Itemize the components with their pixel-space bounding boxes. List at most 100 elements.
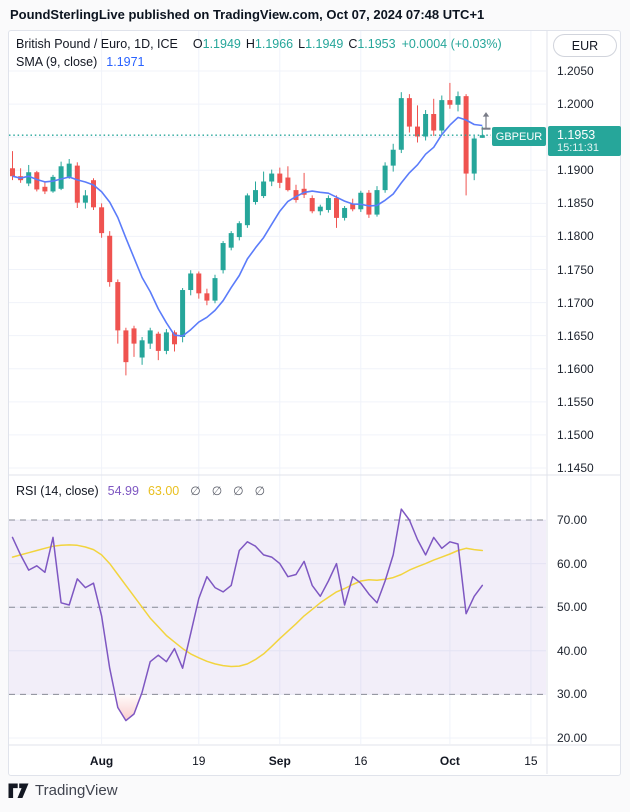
candle-body <box>220 243 226 271</box>
candle-body <box>10 168 15 177</box>
candle-body <box>66 163 72 177</box>
low-value: 1.1949 <box>305 37 344 51</box>
candle-body <box>91 180 96 208</box>
time-axis-label: Sep <box>268 754 291 768</box>
candle-body <box>155 333 161 351</box>
rsi-value: 54.99 <box>107 484 139 498</box>
candle-body <box>423 114 429 137</box>
candle-body <box>285 177 291 191</box>
candle-body <box>479 135 485 138</box>
change-value: +0.0004 (+0.03%) <box>401 37 502 51</box>
candle-body <box>228 233 234 248</box>
candle-body <box>188 273 194 291</box>
rsi-axis-label: 40.00 <box>557 643 588 658</box>
rsi-line <box>11 508 484 722</box>
candle-body <box>342 207 348 218</box>
candle-body <box>415 126 420 137</box>
candle-body <box>139 340 145 358</box>
empty-set-icon: ∅ <box>211 484 223 498</box>
price-axis-label: 1.2000 <box>557 97 594 112</box>
close-label: C <box>348 37 358 51</box>
candle-body <box>269 173 275 182</box>
currency-unit-button[interactable]: EUR <box>553 34 617 57</box>
candle-body <box>382 165 388 191</box>
candle-body <box>447 100 453 105</box>
sma-label: SMA (9, close) <box>16 55 98 69</box>
rsi-axis-label: 60.00 <box>557 556 588 571</box>
candle-body <box>204 293 210 301</box>
candle-body <box>358 192 364 210</box>
candle-body <box>42 186 48 192</box>
candle-body <box>99 207 105 234</box>
candle-body <box>390 149 396 166</box>
candle-body <box>131 328 137 344</box>
symbol-legend-row: British Pound / Euro, 1D, ICE O1.1949 H1.1… <box>16 37 502 51</box>
candle-body <box>34 172 40 190</box>
candle-body <box>58 166 64 189</box>
rsi-axis-label: 50.00 <box>557 600 588 615</box>
candle-body <box>261 181 267 197</box>
candle-body <box>212 278 218 301</box>
rsi-axis-label: 30.00 <box>557 687 588 702</box>
sma-line <box>12 116 483 337</box>
candle-body <box>26 172 32 184</box>
candle-body <box>107 235 113 283</box>
price-axis-label: 1.1600 <box>557 361 594 376</box>
pane-separators <box>9 31 620 774</box>
rsi-ma-line <box>11 544 484 668</box>
open-label: O <box>192 37 203 51</box>
candle-body <box>180 290 186 338</box>
currency-unit-label: EUR <box>571 38 599 53</box>
last-price-badge: 1.1953 15:11:31 <box>548 126 621 156</box>
candle-body <box>406 98 412 127</box>
candles <box>10 82 485 376</box>
price-pane-canvas[interactable] <box>9 31 546 474</box>
rsi-legend-row: RSI (14, close) 54.99 63.00 ∅ ∅ ∅ ∅ <box>16 484 265 498</box>
price-axis-label: 1.1450 <box>557 461 594 476</box>
empty-set-icon: ∅ <box>233 484 244 498</box>
time-axis-label: 16 <box>354 754 368 768</box>
price-axis-label: 1.1900 <box>557 163 594 178</box>
candle-body <box>196 273 202 294</box>
price-axis-label: 1.1750 <box>557 262 594 277</box>
candle-body <box>309 198 315 212</box>
close-value: 1.1953 <box>357 37 396 51</box>
low-label: L <box>298 37 306 51</box>
candle-body <box>147 330 153 344</box>
price-line-symbol-badge: GBPEUR <box>492 127 546 146</box>
price-axis-label: 1.1550 <box>557 394 594 409</box>
sma-value: 1.1971 <box>106 55 145 69</box>
tradingview-logo-icon <box>8 783 29 798</box>
price-line-handle-icon[interactable] <box>481 112 491 130</box>
candle-body <box>277 173 283 183</box>
price-axis-label: 1.2050 <box>557 64 594 78</box>
price-axis-label: 1.1800 <box>557 229 594 244</box>
rsi-pane-canvas[interactable] <box>9 476 546 744</box>
candle-body <box>123 330 129 363</box>
time-axis-label: 19 <box>192 754 206 768</box>
candle-body <box>325 198 331 210</box>
candle-body <box>334 198 339 218</box>
time-axis-label: Oct <box>439 754 460 768</box>
candle-body <box>455 96 461 105</box>
candle-body <box>374 190 380 215</box>
price-axis-label: 1.1500 <box>557 427 594 442</box>
empty-set-icon: ∅ <box>254 484 266 498</box>
open-value: 1.1949 <box>202 37 241 51</box>
candle-body <box>253 190 258 203</box>
tradingview-attribution[interactable]: TradingView <box>8 782 118 799</box>
tradingview-brand-text: TradingView <box>35 782 118 799</box>
candle-body <box>398 98 404 150</box>
publish-header: PoundSterlingLive published on TradingVi… <box>10 7 485 22</box>
high-value: 1.1966 <box>254 37 294 51</box>
last-price-value: 1.1953 <box>557 128 596 142</box>
candle-body <box>317 206 323 212</box>
symbol-title: British Pound / Euro, 1D, ICE <box>16 37 178 51</box>
rsi-axis-label: 20.00 <box>557 731 588 745</box>
time-axis-label: 15 <box>524 754 538 768</box>
price-axis-label: 1.1700 <box>557 295 594 310</box>
high-label: H <box>245 37 255 51</box>
candle-body <box>244 195 250 226</box>
price-axis-label: 1.1850 <box>557 196 594 211</box>
